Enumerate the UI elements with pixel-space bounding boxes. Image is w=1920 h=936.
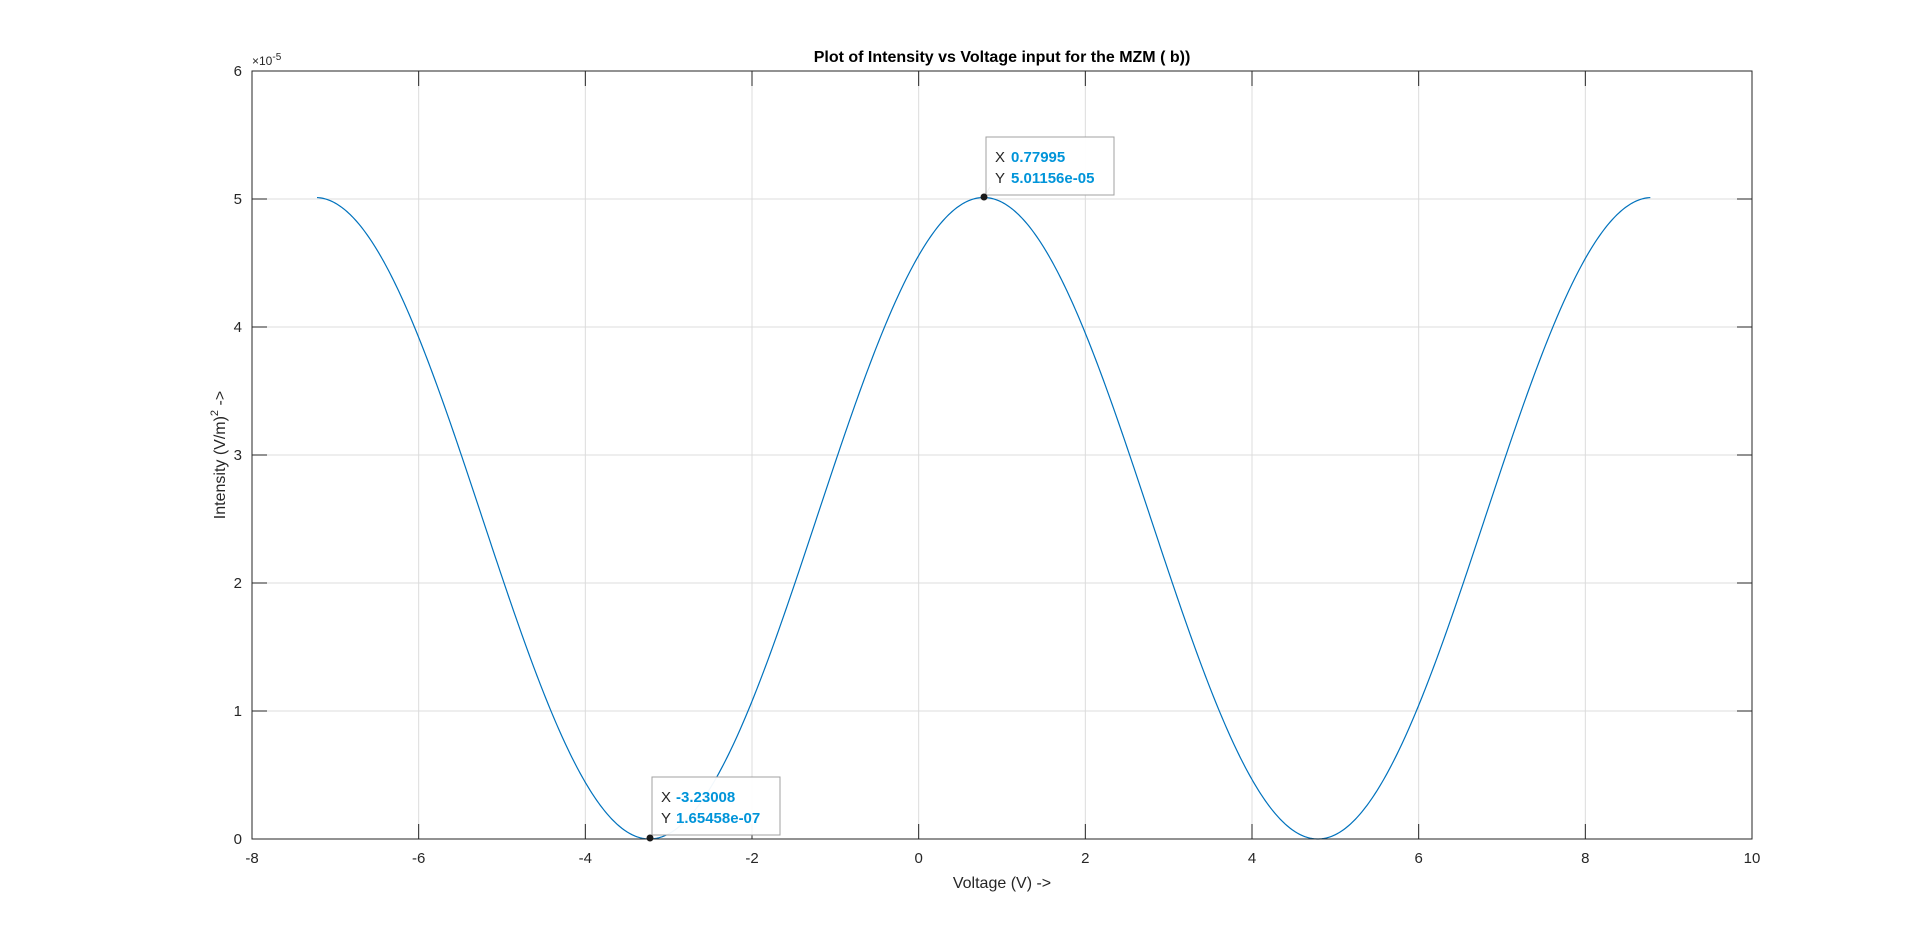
y-axis-exponent: ×10-5 — [252, 52, 282, 68]
datatip-max-y-value: 5.01156e-05 — [1011, 170, 1094, 187]
chart-title: Plot of Intensity vs Voltage input for t… — [814, 49, 1191, 66]
x-tick-label: 10 — [1744, 850, 1761, 867]
datatip-min[interactable]: X -3.23008 Y 1.65458e-07 — [646, 776, 781, 842]
y-tick-label: 1 — [234, 703, 242, 720]
datatip-min-box — [651, 776, 781, 836]
y-tick-label: 2 — [234, 575, 242, 592]
y-axis-label-arrow: -> — [212, 391, 229, 410]
datatip-max-y-key: Y — [995, 170, 1005, 187]
datatip-max[interactable]: X 0.77995 Y 5.01156e-05 — [980, 136, 1115, 201]
x-tick-label: 0 — [914, 850, 922, 867]
y-tick-labels: 0 1 2 3 4 5 6 — [234, 63, 242, 848]
x-tick-label: 2 — [1081, 850, 1089, 867]
datatip-min-y-value: 1.65458e-07 — [676, 810, 760, 827]
x-tick-labels: -8 -6 -4 -2 0 2 4 6 8 10 — [245, 850, 1760, 867]
x-tick-label: 4 — [1248, 850, 1256, 867]
datatip-max-x-key: X — [995, 149, 1005, 166]
datatip-max-x-value: 0.77995 — [1011, 149, 1065, 166]
datatip-min-x-key: X — [661, 789, 671, 806]
datatip-max-marker[interactable] — [980, 193, 988, 201]
y-axis-exponent-power: -5 — [272, 52, 281, 63]
datatip-min-y-key: Y — [661, 810, 671, 827]
x-tick-label: -8 — [245, 850, 258, 867]
y-tick-label: 5 — [234, 191, 242, 208]
datatip-max-box — [985, 136, 1115, 196]
y-axis-label-superscript: 2 — [209, 410, 221, 416]
datatip-min-x-value: -3.23008 — [676, 789, 735, 806]
y-tick-label: 6 — [234, 63, 242, 80]
x-axis-label: Voltage (V) -> — [953, 875, 1051, 892]
x-tick-label: -2 — [745, 850, 758, 867]
y-axis-label: Intensity (V/m)2 -> — [209, 391, 229, 519]
x-tick-label: 8 — [1581, 850, 1589, 867]
datatip-min-marker[interactable] — [646, 834, 654, 842]
y-axis-exponent-base: ×10 — [252, 54, 273, 68]
y-tick-label: 3 — [234, 447, 242, 464]
x-tick-label: 6 — [1414, 850, 1422, 867]
x-tick-label: -6 — [412, 850, 425, 867]
y-axis-label-main: Intensity (V/m) — [212, 416, 229, 519]
x-tick-label: -4 — [579, 850, 592, 867]
y-tick-label: 4 — [234, 319, 242, 336]
y-tick-label: 0 — [234, 831, 242, 848]
